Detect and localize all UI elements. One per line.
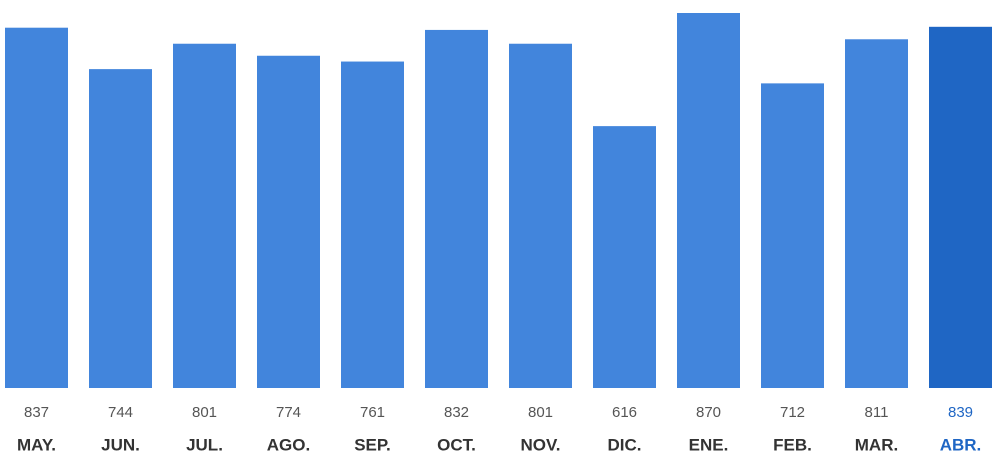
value-label: 761 xyxy=(360,404,385,421)
value-label: 811 xyxy=(865,404,889,421)
bar xyxy=(761,83,824,389)
x-tick-label: SEP. xyxy=(354,435,391,454)
value-label: 616 xyxy=(612,404,637,421)
x-tick-label: FEB. xyxy=(773,435,812,454)
x-tick-label: MAY. xyxy=(17,435,56,454)
bar xyxy=(425,29,488,389)
bar xyxy=(173,43,236,388)
bar xyxy=(89,69,152,388)
value-label: 837 xyxy=(24,404,49,421)
bar xyxy=(5,27,68,389)
x-tick-label: ABR. xyxy=(940,435,982,454)
value-label: 870 xyxy=(696,404,721,421)
value-label: 832 xyxy=(444,404,469,421)
value-label: 801 xyxy=(192,404,217,421)
bar xyxy=(509,43,572,388)
value-label: 839 xyxy=(948,404,973,421)
x-tick-label: MAR. xyxy=(855,435,898,454)
value-label: 774 xyxy=(276,404,301,421)
x-tick-label: ENE. xyxy=(689,435,729,454)
value-label: 712 xyxy=(780,404,805,421)
x-tick-label: OCT. xyxy=(437,435,476,454)
value-label: 801 xyxy=(528,404,553,421)
bar xyxy=(257,55,320,389)
x-tick-label: JUL. xyxy=(186,435,223,454)
bar xyxy=(929,26,992,388)
bar xyxy=(341,61,404,388)
bar xyxy=(845,39,908,388)
bar xyxy=(593,126,656,389)
bar xyxy=(677,13,740,388)
value-label: 744 xyxy=(108,404,133,421)
x-tick-label: AGO. xyxy=(267,435,310,454)
x-tick-label: JUN. xyxy=(101,435,140,454)
x-tick-label: DIC. xyxy=(608,435,642,454)
x-tick-label: NOV. xyxy=(520,435,560,454)
